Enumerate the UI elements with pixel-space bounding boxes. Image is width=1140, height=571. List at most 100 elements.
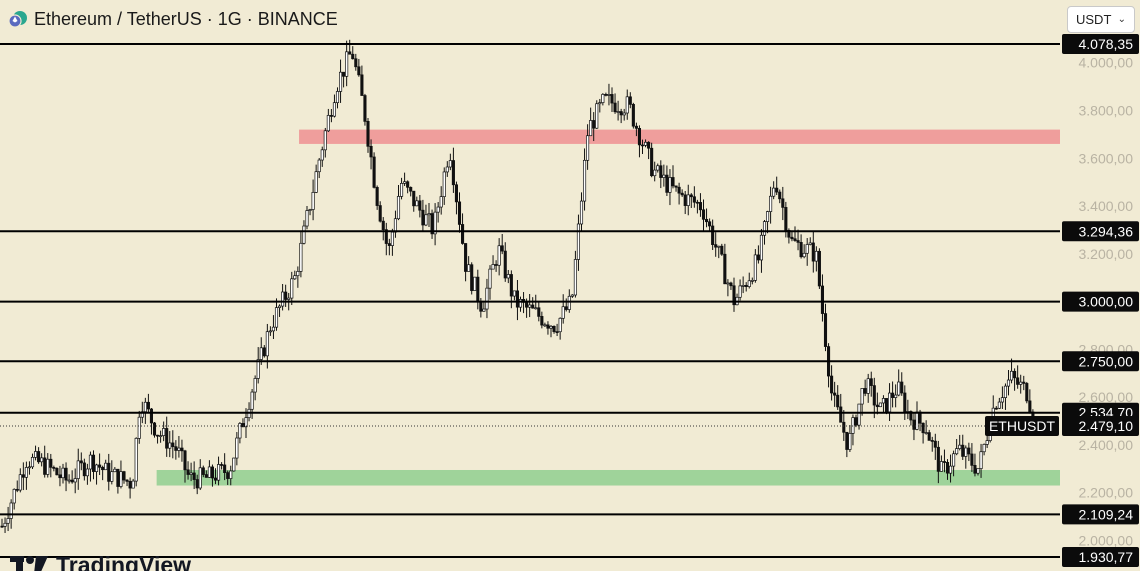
candle-body <box>586 135 590 161</box>
candle-body <box>961 444 965 457</box>
candle <box>994 406 998 410</box>
candle-body <box>302 225 306 244</box>
candle <box>403 172 407 186</box>
candle-body <box>290 278 294 299</box>
candle <box>759 228 764 273</box>
candle <box>842 410 846 441</box>
candle-body <box>43 457 47 475</box>
candle-body <box>390 231 394 246</box>
candle-body <box>85 468 89 477</box>
candle <box>732 277 736 312</box>
candle-body <box>168 442 172 449</box>
candle <box>125 479 129 487</box>
candle-body <box>476 276 480 302</box>
candle <box>281 284 285 311</box>
candle-body <box>503 250 507 279</box>
candle-body <box>171 442 175 448</box>
candle-body <box>46 458 50 475</box>
y-tick-label: 2.400,00 <box>1079 437 1134 453</box>
candle <box>418 194 422 218</box>
candle <box>302 220 306 245</box>
candle <box>512 290 516 301</box>
candle-body <box>24 467 28 478</box>
candle <box>607 83 611 106</box>
candle <box>982 443 986 456</box>
candle-body <box>927 432 931 441</box>
candle <box>415 196 419 207</box>
candle <box>67 474 71 484</box>
candle <box>518 296 523 312</box>
candle-body <box>488 268 492 289</box>
candle <box>21 462 25 491</box>
candle-body <box>482 308 486 312</box>
candle <box>964 445 968 469</box>
candle-body <box>561 306 565 319</box>
candle <box>494 260 498 272</box>
level-price-label: 3.000,00 <box>1062 291 1139 312</box>
candle <box>433 203 437 246</box>
candle-body <box>363 95 367 122</box>
candle <box>897 369 901 397</box>
candle-body <box>903 392 907 414</box>
candle <box>936 440 940 484</box>
candle <box>1016 365 1020 389</box>
candle-body <box>515 290 520 308</box>
candle-body <box>891 392 895 398</box>
resistance-zone <box>299 129 1060 144</box>
candle-body <box>134 438 138 482</box>
candle <box>326 108 330 133</box>
candle-body <box>223 464 227 473</box>
candle <box>793 226 797 242</box>
candle-body <box>976 468 980 474</box>
candle <box>329 109 333 123</box>
candle <box>152 422 157 438</box>
y-tick-label: 2.200,00 <box>1079 485 1134 501</box>
candle-body <box>67 479 71 482</box>
candle-body <box>442 171 446 197</box>
candle-body <box>159 435 163 437</box>
candle <box>769 186 773 224</box>
candle <box>278 304 282 317</box>
candle <box>930 436 934 452</box>
candle-body <box>854 417 858 426</box>
currency-select[interactable]: USDT ⌄ <box>1067 6 1135 33</box>
candle <box>961 434 965 460</box>
candle <box>308 208 312 216</box>
candle <box>778 189 782 204</box>
candle <box>555 323 559 337</box>
candle <box>210 464 215 487</box>
candle-body <box>3 522 7 527</box>
candle <box>741 276 745 294</box>
candle-body <box>665 174 669 193</box>
candle <box>76 448 80 490</box>
candles-layer <box>0 39 1035 533</box>
candle <box>457 192 462 233</box>
candle-body <box>345 51 349 77</box>
candle <box>311 179 315 221</box>
candle-body <box>531 304 535 309</box>
candle <box>881 395 886 413</box>
level-price-label: 2.750,00 <box>1062 351 1139 372</box>
candle-body <box>1022 381 1026 384</box>
candle-body <box>775 187 779 193</box>
candle <box>640 139 645 154</box>
candle <box>683 190 687 215</box>
candle <box>695 199 699 214</box>
candle <box>256 347 260 384</box>
candle-body <box>9 502 13 519</box>
candle <box>668 169 672 206</box>
candle-body <box>278 305 282 308</box>
chart-header: Ethereum / TetherUS · 1G · BINANCE <box>8 7 338 31</box>
candle-body <box>589 120 593 137</box>
candle <box>119 460 123 489</box>
candle-body <box>769 195 773 212</box>
candle-body <box>994 407 998 410</box>
candle-body <box>784 207 788 231</box>
candle <box>891 381 895 408</box>
candle <box>927 429 931 441</box>
candle-body <box>643 141 648 146</box>
candle-body <box>695 201 699 204</box>
candle-body <box>1025 383 1029 402</box>
candle <box>549 324 553 338</box>
candle-body <box>869 378 873 386</box>
